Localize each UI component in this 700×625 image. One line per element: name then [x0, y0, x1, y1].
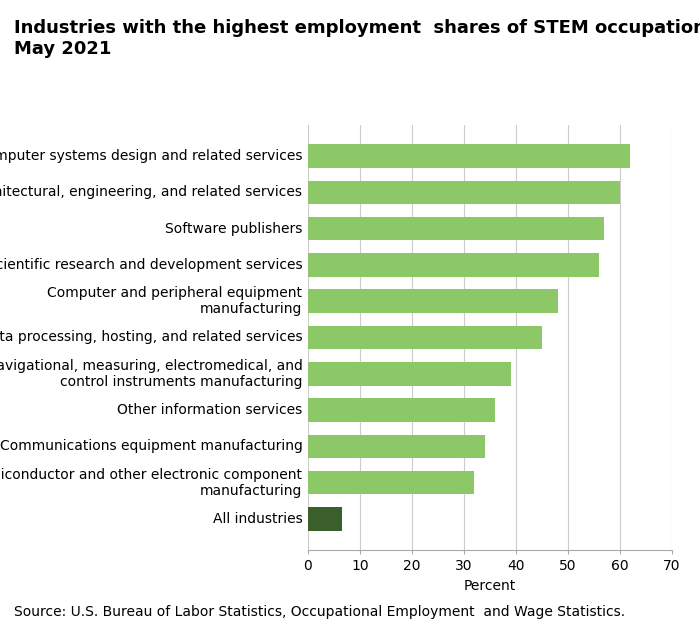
Bar: [308, 253, 599, 277]
Bar: [308, 289, 558, 313]
Bar: [308, 181, 620, 204]
Bar: [308, 144, 631, 168]
Text: Industries with the highest employment  shares of STEM occupations,
May 2021: Industries with the highest employment s…: [14, 19, 700, 58]
Bar: [308, 471, 475, 494]
Bar: [308, 326, 542, 349]
Text: Source: U.S. Bureau of Labor Statistics, Occupational Employment  and Wage Stati: Source: U.S. Bureau of Labor Statistics,…: [14, 605, 625, 619]
Bar: [308, 507, 342, 531]
X-axis label: Percent: Percent: [464, 579, 516, 592]
Bar: [308, 434, 485, 458]
Bar: [308, 398, 495, 422]
Bar: [308, 217, 604, 241]
Bar: [308, 362, 511, 386]
